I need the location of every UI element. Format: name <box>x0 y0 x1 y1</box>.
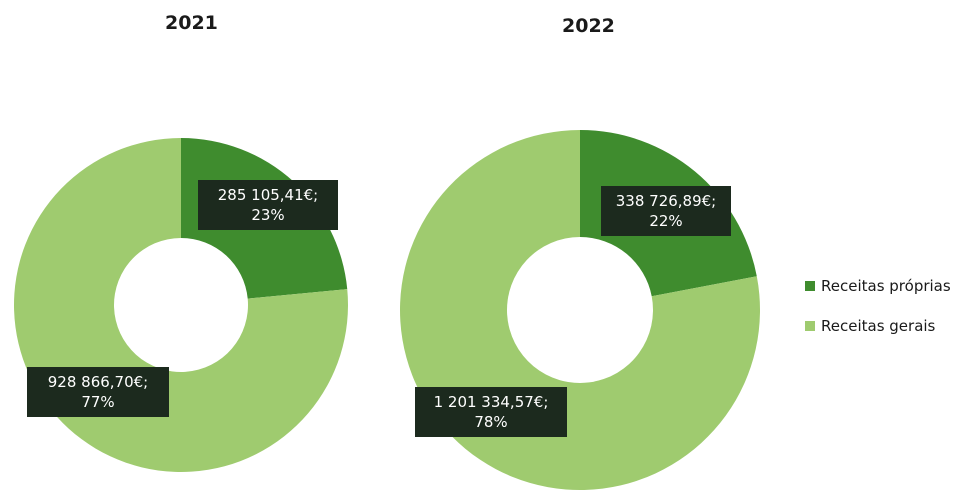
data-label-2021-proprias: 285 105,41€; 23% <box>198 180 338 230</box>
legend-swatch-gerais <box>805 321 815 331</box>
legend-item-gerais: Receitas gerais <box>805 316 951 336</box>
chart-title-2022: 2022 <box>562 15 615 37</box>
legend-swatch-proprias <box>805 281 815 291</box>
legend-label-proprias: Receitas próprias <box>821 277 951 295</box>
data-label-2021-gerais: 928 866,70€; 77% <box>27 367 169 417</box>
chart-title-2021: 2021 <box>165 12 218 34</box>
data-label-2022-gerais: 1 201 334,57€; 78% <box>415 387 567 437</box>
legend-label-gerais: Receitas gerais <box>821 317 936 335</box>
legend-item-proprias: Receitas próprias <box>805 276 951 296</box>
data-label-2022-proprias: 338 726,89€; 22% <box>601 186 731 236</box>
legend: Receitas próprias Receitas gerais <box>805 276 951 356</box>
